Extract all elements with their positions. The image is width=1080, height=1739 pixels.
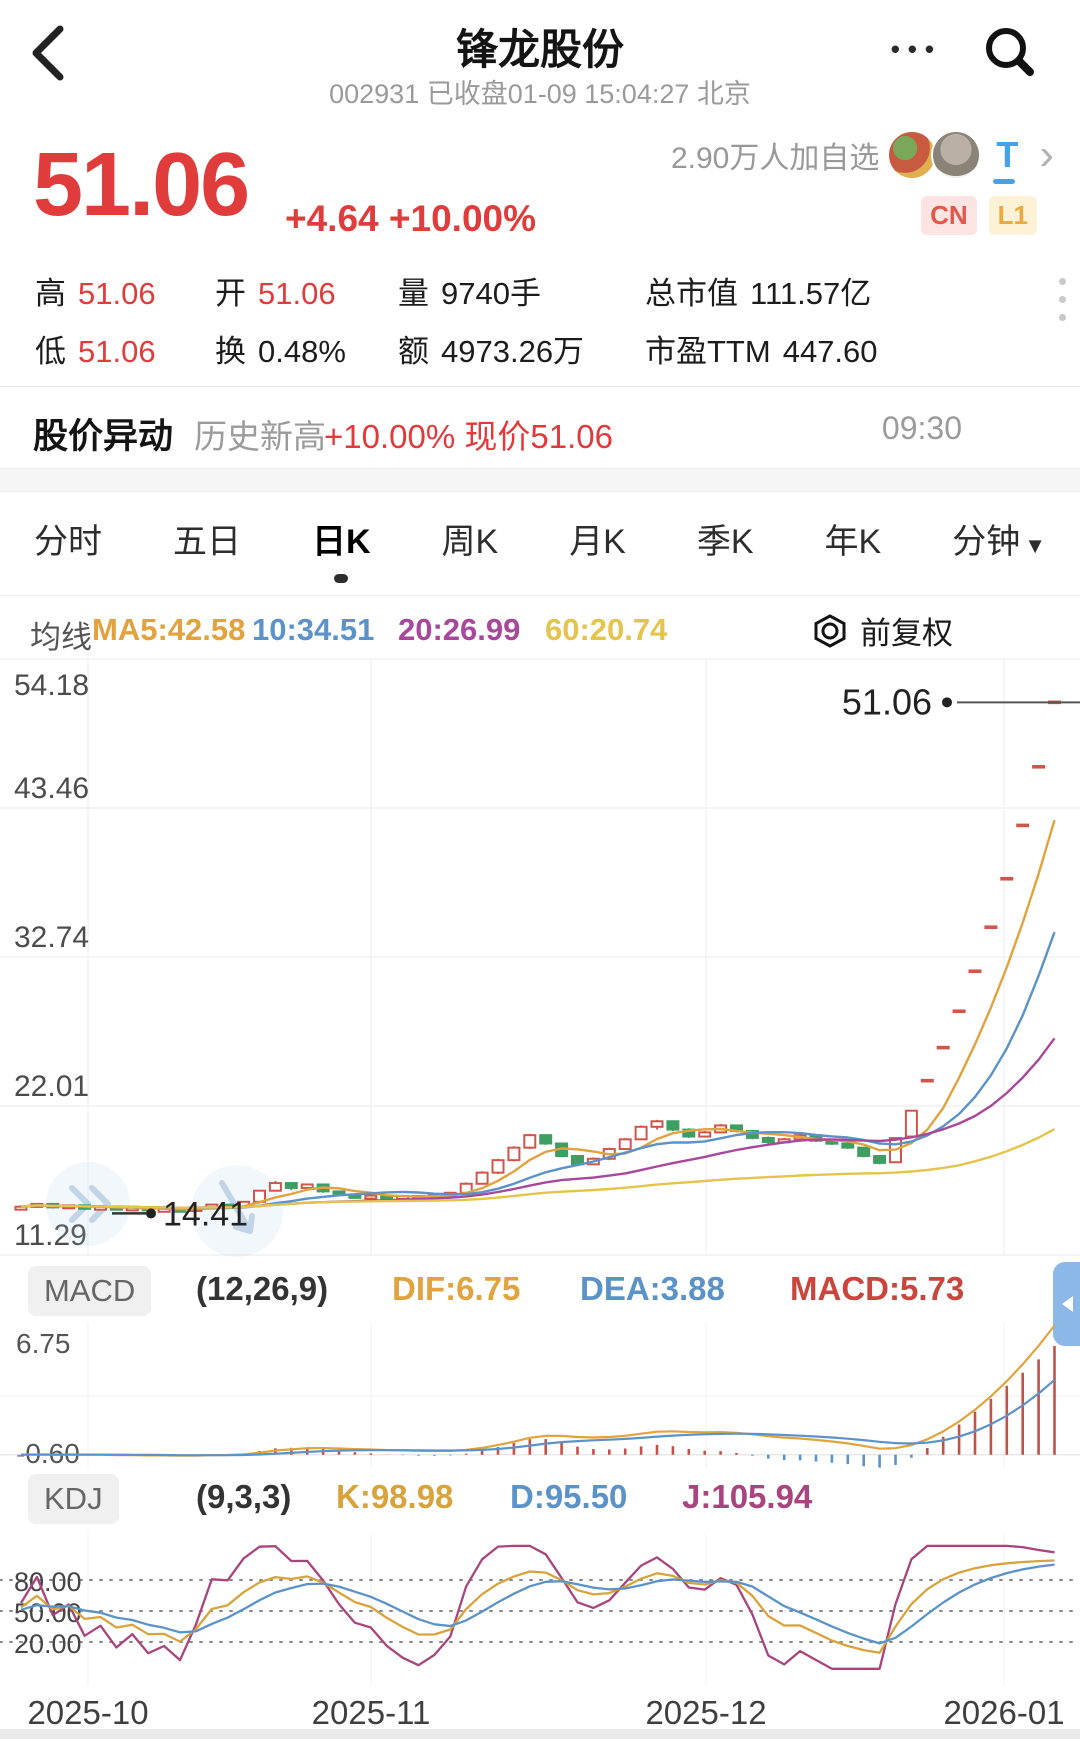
triangle-left-icon [1054,1296,1073,1312]
stat-量: 量 9740手 [398,276,541,311]
expand-stats-handle[interactable] [1059,278,1066,321]
tab-label: 日K [311,522,371,561]
followers-row[interactable]: 2.90万人加自选 T › [670,130,1054,184]
tab-季K[interactable]: 季K [693,500,758,577]
kdj-j-value: J:105.94 [682,1478,813,1515]
hex-settings-icon [814,613,846,648]
adjust-mode-button[interactable]: 前复权 [812,608,953,653]
market-badges: CN L1 [921,196,1037,235]
kdj-indicator-pill[interactable]: KDJ [28,1474,119,1524]
svg-text:51.06: 51.06 [842,681,932,722]
macd-header: MACD (12,26,9) DIF:6.75 DEA:3.88 MACD:5.… [0,1266,1080,1322]
tab-分时[interactable]: 分时 [30,500,106,577]
svg-text:11.29: 11.29 [14,1219,87,1252]
active-tab-indicator [334,573,349,583]
macd-dif-value: DIF:6.75 [392,1270,521,1307]
macd-dea-value: DEA:3.88 [580,1270,725,1307]
x-axis-label: 2026-01 [943,1694,1065,1731]
stock-code-status: 002931 已收盘01-09 15:04:27 北京 [329,79,751,109]
tab-月K[interactable]: 月K [565,500,630,577]
macd-axis-max: 6.75 [16,1328,71,1359]
followers-count: 2.90万人加自选 [670,142,880,175]
ma-legend-value: 20:26.99 [398,612,521,647]
tab-日K[interactable]: 日K [308,500,375,583]
tab-五日[interactable]: 五日 [169,500,245,577]
more-menu-icon[interactable]: ••• [890,34,942,64]
svg-text:32.74: 32.74 [14,921,89,954]
period-tabbar: 分时 五日 日K 周K 月K 季K 年K 分钟 ▼ [0,490,1080,586]
stat-换: 换 0.48% [215,334,346,369]
follower-avatar [931,130,982,180]
macd-chart[interactable] [0,1322,1080,1468]
svg-text:22.01: 22.01 [14,1070,89,1103]
alert-time: 09:30 [881,410,962,446]
tab-label: 年K [824,522,882,561]
x-axis-label: 2025-11 [311,1694,431,1731]
stat-高: 高 51.06 [35,276,156,311]
kdj-params: (9,3,3) [196,1478,292,1515]
svg-text:80.00: 80.00 [14,1567,82,1597]
tab-年K[interactable]: 年K [821,500,886,577]
stat-额: 额 4973.26万 [398,334,585,369]
back-icon[interactable] [26,22,70,84]
svg-text:54.18: 54.18 [14,669,89,702]
svg-text:43.46: 43.46 [14,772,89,805]
stats-row: 高 51.06 开 51.06 量 9740手 总市值 111.57亿 [0,268,1020,312]
ma-legend-value: MA5:42.58 [92,612,246,647]
tab-label: 分钟 [952,522,1021,561]
section-separator [0,468,1080,492]
page-title: 锋龙股份 [455,26,624,73]
alert-tag: 历史新高 [194,418,326,455]
alert-title: 股价异动 [33,417,174,456]
kdj-k-value: K:98.98 [336,1478,454,1515]
ma-legend-value: 10:34.51 [252,612,375,647]
follower-avatar [887,130,938,180]
macd-indicator-pill[interactable]: MACD [28,1266,152,1316]
tab-label: 季K [696,522,754,561]
tab-label: 月K [569,522,626,561]
alert-detail[interactable]: +10.00% 现价51.06 [324,418,613,455]
t-logo-avatar: T [989,134,1025,184]
search-icon[interactable] [980,22,1040,82]
macd-value: MACD:5.73 [790,1270,965,1307]
macd-params: (12,26,9) [196,1270,329,1307]
kline-chart[interactable]: 54.18 43.46 32.74 22.01 11.29 51.06 14.41 [0,655,1080,1263]
divider [0,386,1080,387]
tab-label: 周K [441,522,499,561]
last-price: 51.06 [33,135,250,235]
tab-周K[interactable]: 周K [438,500,503,577]
tab-label: 五日 [172,522,241,561]
ma-legend-title: 均线 [30,620,92,655]
l1-badge: L1 [988,196,1037,235]
svg-text:20.00: 20.00 [14,1629,82,1659]
kdj-d-value: D:95.50 [510,1478,628,1515]
chevron-right-icon: › [1039,130,1054,179]
price-change: +4.64 +10.00% [285,198,536,239]
stat-市盈TTM: 市盈TTM 447.60 [645,334,878,369]
collapse-panel-button[interactable] [1053,1262,1080,1346]
tab-label: 分时 [34,522,102,561]
stat-总市值: 总市值 111.57亿 [645,276,872,311]
x-axis-label: 2025-10 [27,1694,149,1731]
tab-分钟[interactable]: 分钟 ▼ [948,500,1050,577]
cn-badge: CN [921,196,977,235]
x-axis-label: 2025-12 [645,1694,767,1731]
chevron-down-icon: ▼ [1024,532,1046,558]
stat-低: 低 51.06 [35,334,156,369]
bottom-strip [0,1729,1080,1739]
stats-row: 低 51.06 换 0.48% 额 4973.26万 市盈TTM 447.60 [0,326,1020,370]
kdj-header: KDJ (9,3,3) K:98.98 D:95.50 J:105.94 [0,1474,1080,1526]
stat-开: 开 51.06 [215,276,336,311]
divider [0,595,1080,596]
adjust-mode-label: 前复权 [860,616,953,651]
svg-text:14.41: 14.41 [163,1195,248,1233]
ma-legend-value: 60:20.74 [545,612,668,647]
